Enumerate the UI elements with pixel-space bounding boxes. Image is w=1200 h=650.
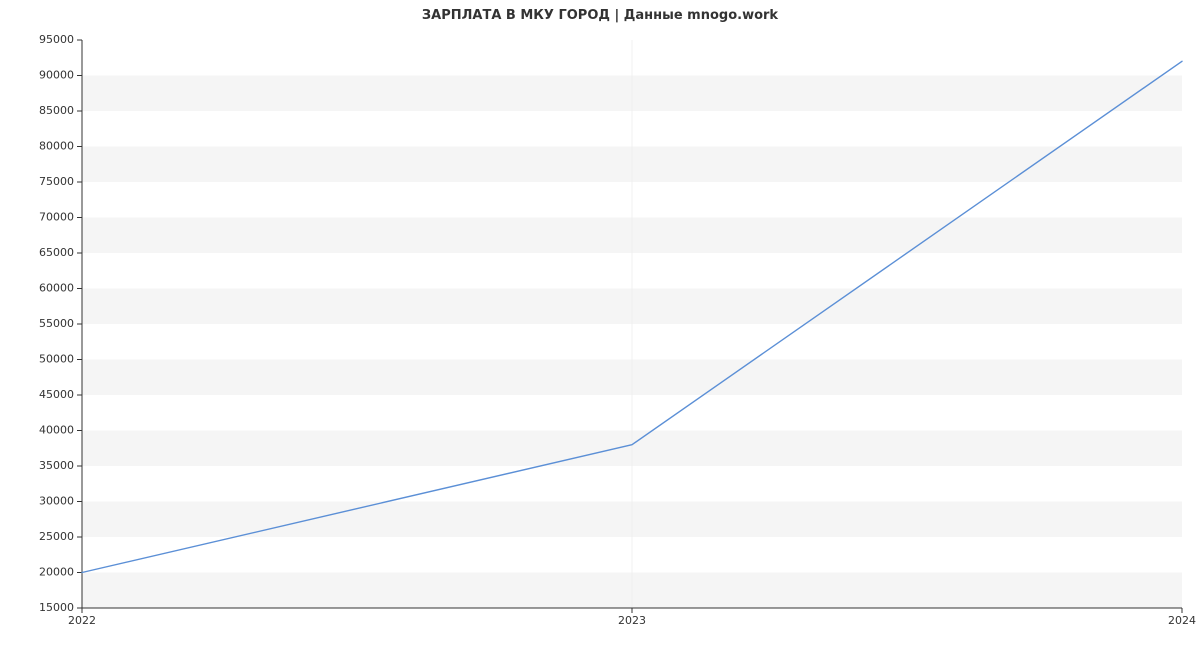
y-tick-label: 20000: [39, 566, 74, 579]
chart-svg: 15000 20000 25000 30000 35000 40000 45000 50000…: [0, 0, 1200, 650]
y-tick-label: 95000: [39, 33, 74, 46]
y-tick-label: 40000: [39, 424, 74, 437]
y-tick-label: 45000: [39, 388, 74, 401]
y-tick-label: 25000: [39, 530, 74, 543]
x-tick-label: 2024: [1168, 614, 1196, 627]
y-tick-label: 50000: [39, 353, 74, 366]
chart-container: 15000 20000 25000 30000 35000 40000 45000 50000…: [0, 0, 1200, 650]
y-tick-label: 85000: [39, 104, 74, 117]
y-tick-label: 60000: [39, 282, 74, 295]
y-tick-label: 75000: [39, 175, 74, 188]
x-tick-label: 2022: [68, 614, 96, 627]
y-tick-label: 30000: [39, 495, 74, 508]
y-tick-label: 15000: [39, 601, 74, 614]
y-tick-label: 70000: [39, 211, 74, 224]
y-tick-label: 35000: [39, 459, 74, 472]
y-tick-label: 55000: [39, 317, 74, 330]
y-tick-label: 80000: [39, 140, 74, 153]
x-tick-label: 2023: [618, 614, 646, 627]
y-tick-label: 90000: [39, 69, 74, 82]
y-tick-label: 65000: [39, 246, 74, 259]
